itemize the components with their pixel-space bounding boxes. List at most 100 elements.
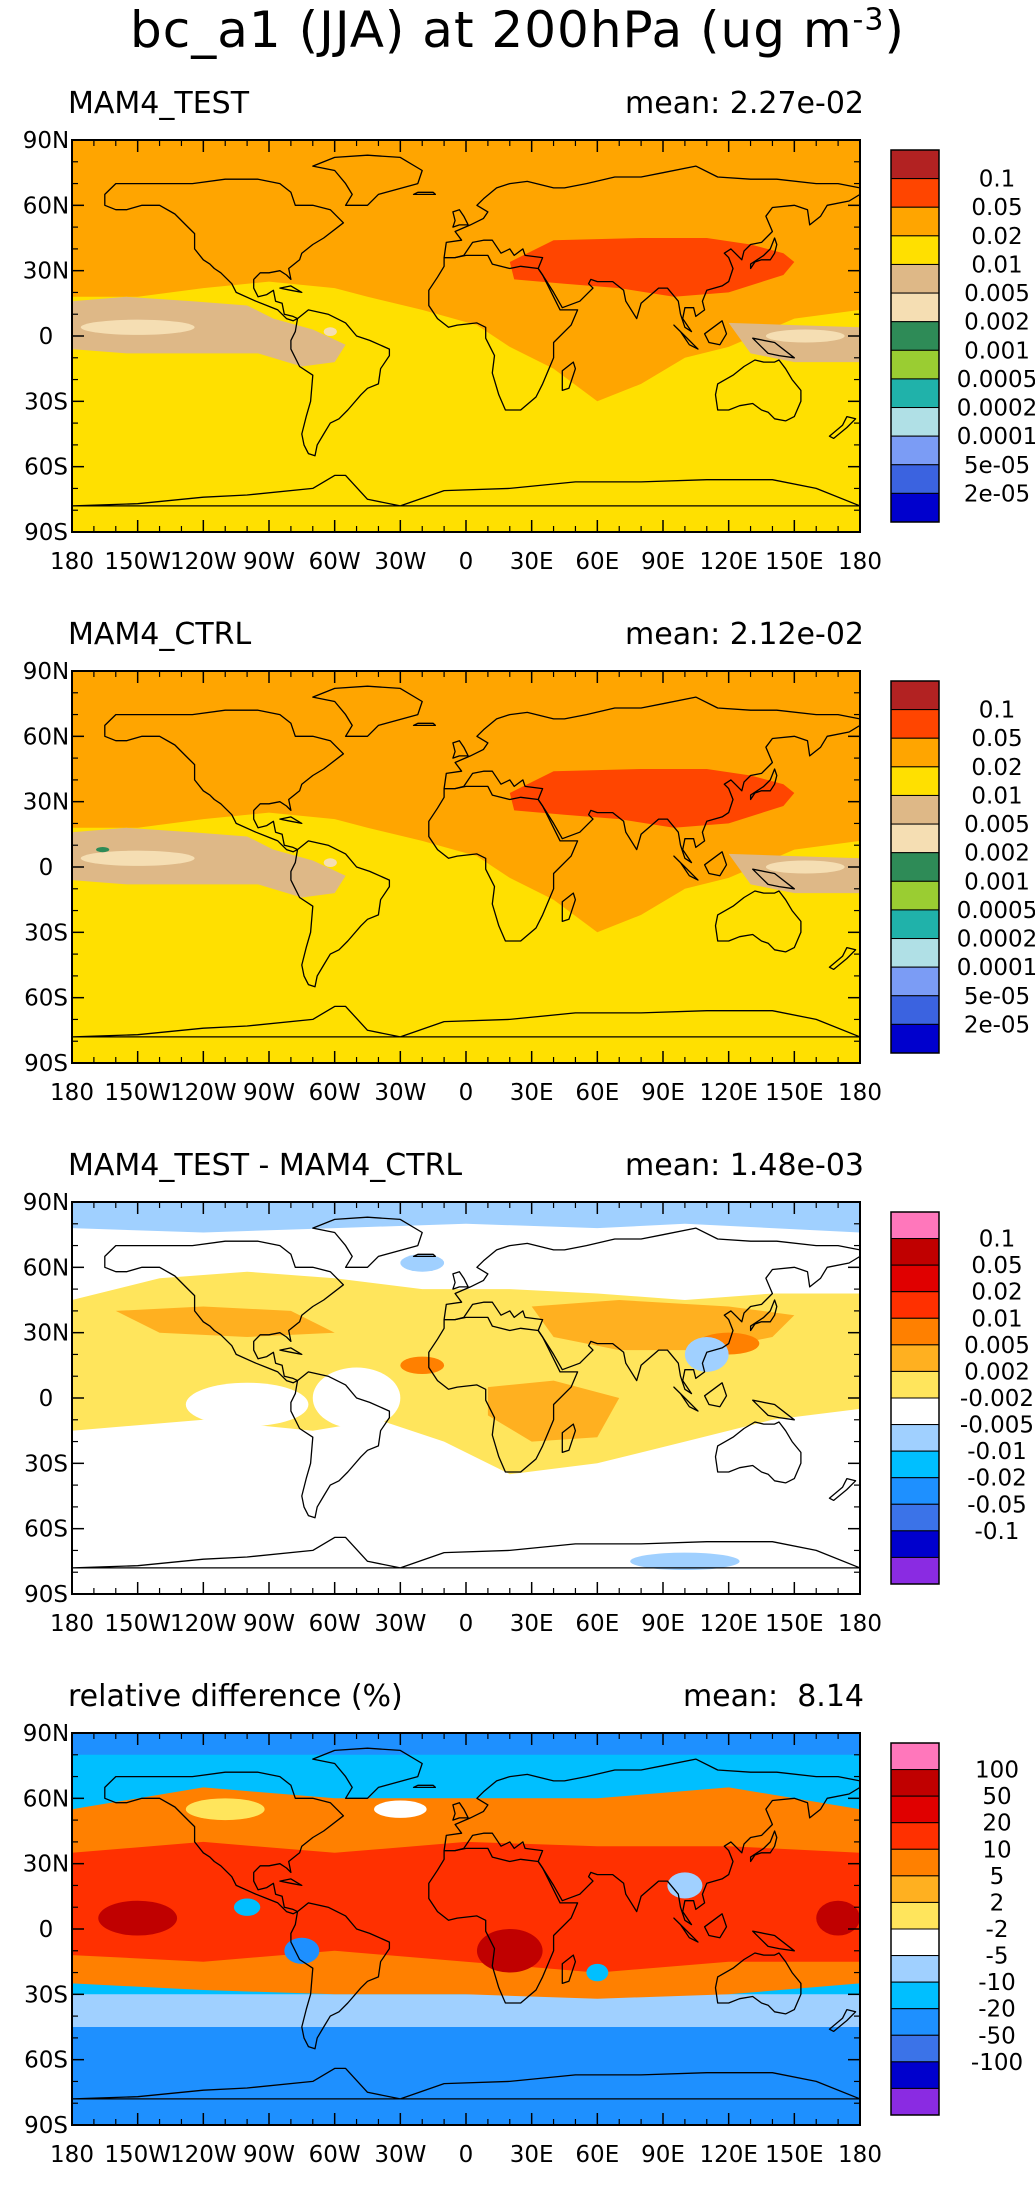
colorbar-label: 0.005 [964,1333,1030,1359]
lon-tick-label: 180 [50,2142,94,2168]
lon-tick-label: 90E [641,549,685,575]
colorbar-label: 0.005 [964,812,1030,838]
lon-tick-label: 180 [50,549,94,575]
field-low-pacific [80,850,195,866]
lon-tick-label: 0 [459,2142,474,2168]
map-svg: 180 150W 120W 90W 60W 30W 0 30E 60E 90E 120E 150E 18… [23,1721,1023,2168]
coastline [752,337,795,359]
colorbar-box [890,178,940,208]
lat-tick-label: 0 [39,1386,54,1412]
coastline [279,1347,303,1356]
coastline [412,722,437,727]
lon-tick-label: 60E [575,1080,619,1106]
field-maximum-asia [509,769,795,828]
colorbar-label: 0.02 [971,1280,1022,1306]
coastline [749,1299,778,1332]
colorbar-label: 0.0001 [957,955,1035,981]
colorbar-box [890,2008,940,2036]
lon-tick-label: 90E [641,2142,685,2168]
coastline [104,178,345,322]
colorbar-label: -0.05 [967,1492,1027,1518]
panel-title: MAM4_TEST [68,86,250,121]
colorbar-label: 2 [990,1890,1005,1916]
colorbar-box [890,737,940,768]
figure-title-close: ) [884,1,905,59]
lon-tick-label: 120W [170,2142,237,2168]
coastline [290,1902,391,2050]
field-weak-positive-canada [185,1798,265,1821]
coastline [714,1421,802,1484]
field-peak-pacific [98,1900,178,1936]
colorbar: 0.10.050.020.010.0050.002-0.002-0.005-0.… [890,1211,1034,1585]
lon-tick-label: 30E [510,1611,554,1637]
colorbar-box [890,1370,940,1399]
coastline [561,1423,577,1454]
coastline [412,1253,437,1258]
lon-tick-label: 180 [50,1611,94,1637]
colorbar-label: 0.001 [964,869,1030,895]
field-low-amazon [323,858,337,867]
coastline [279,285,303,294]
lon-tick-label: 180 [838,549,882,575]
colorbar-box [890,1450,940,1479]
lat-tick-label: 0 [39,855,54,881]
colorbar-box [890,938,940,968]
lon-tick-label: 0 [459,1611,474,1637]
colorbar-label: 0.002 [964,310,1030,336]
colorbar-label: 0.01 [971,252,1022,278]
lat-tick-label: 90N [23,1721,69,1747]
field-tropical-pacific [72,827,346,898]
colorbar-box [890,235,940,265]
colorbar-label: 0.002 [964,1359,1030,1385]
coastline [312,685,423,737]
colorbar-frame [890,1211,940,1585]
coastline [452,1802,469,1821]
colorbar-label: 5e-05 [964,984,1030,1010]
lat-tick-label: 90N [23,1190,69,1216]
panel-title: MAM4_TEST - MAM4_CTRL [68,1148,463,1183]
panel-mean: mean: 1.48e-03 [625,1148,864,1183]
colorbar-box [890,378,940,409]
lon-tick-label: 30E [510,549,554,575]
lat-tick-label: 30S [24,920,68,946]
lon-tick-label: 0 [459,1080,474,1106]
figure-title: bc_a1 (JJA) at 200hPa (ug m-3) [0,0,1035,60]
lat-tick-label: 0 [39,324,54,350]
lat-tick-label: 90N [23,659,69,685]
field-band-midlat [72,671,860,933]
lat-tick-label: 60S [24,986,68,1012]
map-panel-ctrl: MAM4_CTRL mean: 2.12e-02 180 150W 120W 90W 6… [0,616,1035,1146]
map-svg: 180 150W 120W 90W 60W 30W 0 30E 60E 90E 120E 150E 18… [23,659,1035,1106]
coastline [72,474,860,507]
coastline [443,1227,860,1395]
map-svg: 180 150W 120W 90W 60W 30W 0 30E 60E 90E 120E 150E 18… [23,128,1035,575]
lon-tick-label: 90W [243,549,295,575]
lon-tick-label: 180 [50,1080,94,1106]
colorbar-box [890,1291,940,1319]
lat-tick-label: 90S [24,2113,68,2139]
lon-tick-label: 60E [575,1611,619,1637]
lon-tick-label: 120E [699,549,757,575]
coastline [72,1005,860,1038]
lon-tick-label: 30W [374,549,426,575]
lon-tick-label: 120W [170,549,237,575]
panel-mean: mean: 2.12e-02 [625,617,864,652]
coastline [104,709,345,853]
coastline [412,1784,437,1789]
colorbar-frame [890,149,940,523]
colorbar-label: 0.05 [971,726,1022,752]
coastline [72,1536,860,1569]
coastline [703,320,728,346]
lon-tick-label: 60W [309,1611,361,1637]
colorbar-box [890,794,940,825]
field-layer [72,1202,860,1594]
lat-tick-label: 0 [39,1917,54,1943]
lon-tick-label: 180 [838,1080,882,1106]
lon-tick-label: 60E [575,2142,619,2168]
coastline [279,816,303,825]
colorbar-box [890,2087,940,2116]
panel-title: relative difference (%) [68,1679,403,1714]
lon-tick-label: 150E [765,2142,823,2168]
colorbar-box [890,1822,940,1850]
